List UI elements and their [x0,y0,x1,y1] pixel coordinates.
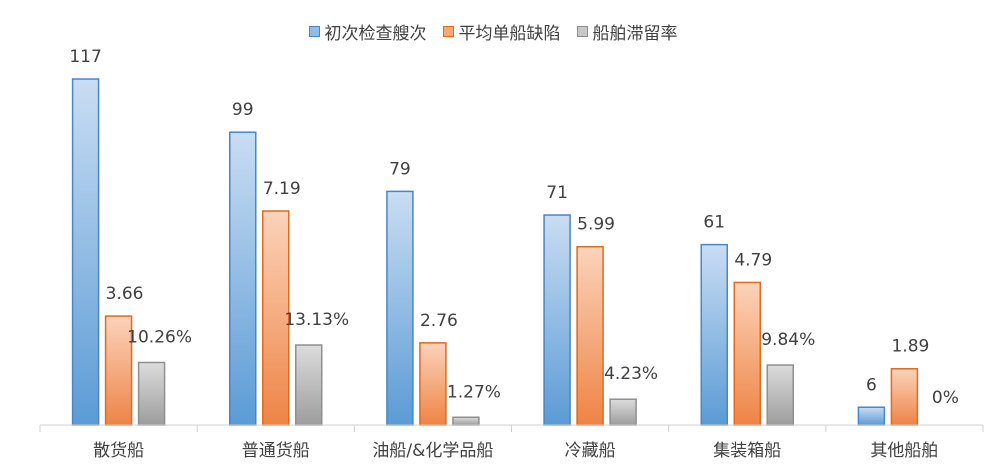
value-label-inspections: 61 [703,213,725,233]
category-label: 集装箱船 [713,441,781,461]
legend-item-defects: 平均单船缺陷 [442,19,561,44]
value-label-inspections: 117 [69,47,101,67]
bar-inspections [71,78,100,426]
bar-detention [452,416,480,426]
bar-detention [766,364,794,426]
value-label-detention: 4.23% [604,364,658,384]
bar-inspections [386,190,414,426]
value-label-detention: 13.13% [284,310,349,330]
legend-item-detention: 船舶滞留率 [576,19,678,44]
legend-label-inspections: 初次检查艘次 [324,23,427,44]
legend-swatch-gray-icon [576,25,588,37]
bar-inspections [857,406,886,426]
value-label-defects: 3.66 [106,284,144,304]
category-label: 其他船舶 [870,441,938,461]
value-label-defects: 1.89 [891,337,929,357]
value-label-defects: 2.76 [420,311,458,331]
value-label-inspections: 99 [232,100,254,120]
value-label-defects: 5.99 [577,215,615,235]
value-label-detention: 9.84% [761,330,815,350]
x-axis-ticks [39,425,984,432]
category-label: 冷藏船 [565,441,616,461]
bar-defects [262,210,290,426]
value-label-detention: 10.26% [127,327,192,347]
bar-defects [419,342,447,426]
value-labels: 117 3.66 10.26% 99 7.19 13.13% 79 2.76 1.27% 71 5.… [69,47,959,408]
bar-inspections [543,214,571,426]
value-label-detention: 0% [932,388,959,408]
bar-detention [609,398,637,426]
bar-detention [295,344,323,426]
value-label-defects: 4.79 [734,250,772,270]
legend-label-detention: 船舶滞留率 [592,23,678,44]
category-label: 普通货船 [242,441,310,461]
value-label-defects: 7.19 [263,179,301,199]
value-label-detention: 1.27% [447,382,501,402]
value-label-inspections: 79 [389,159,411,179]
bar-inspections [229,131,257,426]
bar-defects [733,281,761,426]
legend-item-inspections: 初次检查艘次 [308,19,427,44]
value-label-inspections: 6 [866,375,877,395]
bar-detention [137,361,166,426]
bar-inspections [700,243,728,426]
bars-layer [71,78,919,426]
category-label: 油船/&化学品船 [372,441,493,461]
legend: 初次检查艘次 平均单船缺陷 船舶滞留率 [0,18,986,44]
category-labels: 散货船 普通货船 油船/&化学品船 冷藏船 集装箱船 其他船舶 [93,441,938,461]
bar-defects [104,315,133,426]
legend-swatch-blue-icon [308,25,320,37]
legend-swatch-orange-icon [442,25,454,37]
value-label-inspections: 71 [546,183,568,203]
bar-defects [576,245,604,426]
legend-label-defects: 平均单船缺陷 [458,23,561,44]
category-label: 散货船 [93,441,144,461]
bar-defects [890,367,919,426]
